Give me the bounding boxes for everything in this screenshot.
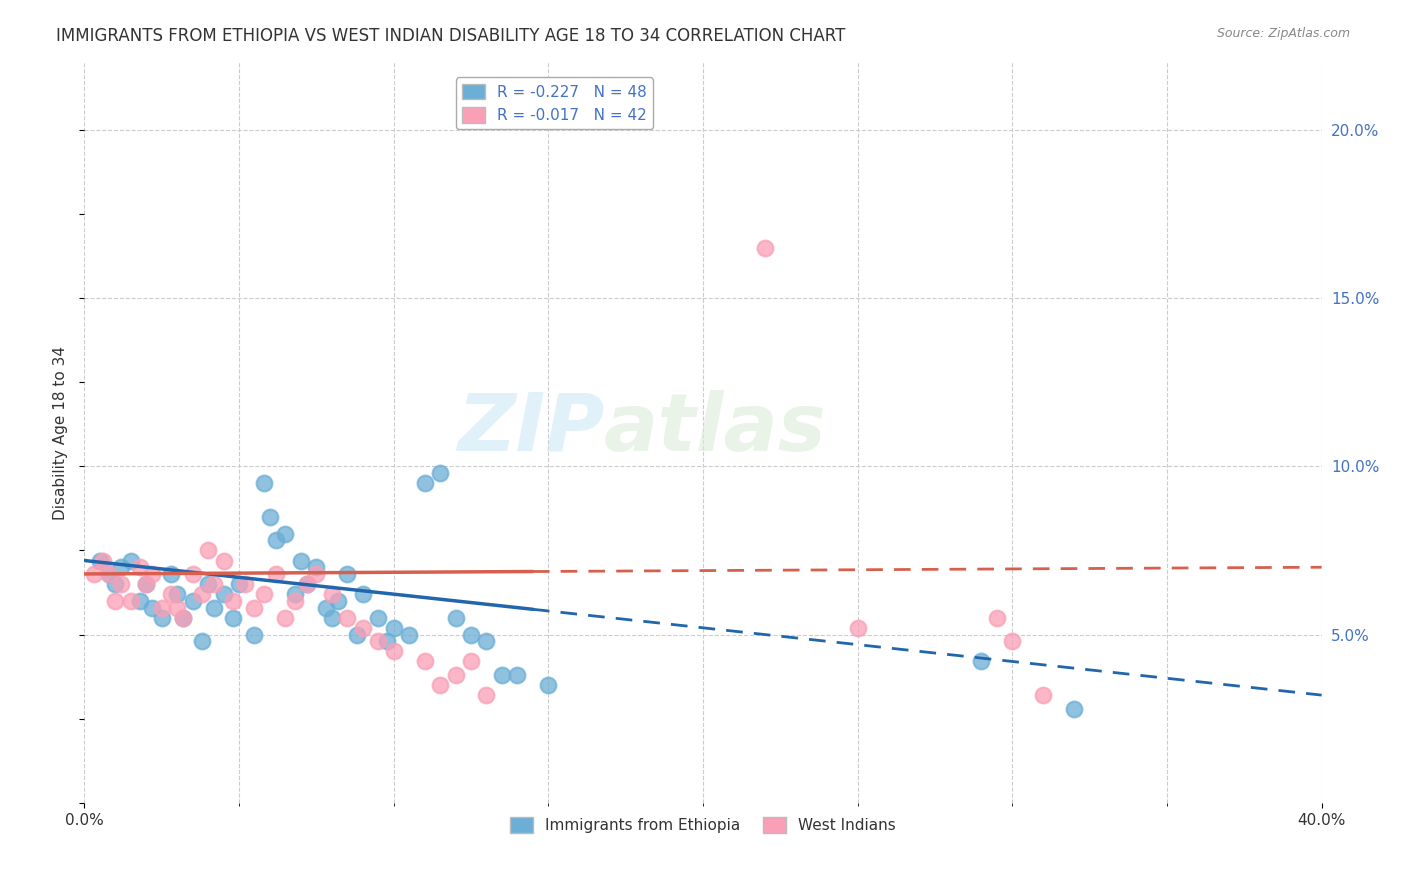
Point <box>129 560 152 574</box>
Point <box>352 621 374 635</box>
Point <box>491 668 513 682</box>
Point <box>846 621 869 635</box>
Text: ZIP: ZIP <box>457 390 605 468</box>
Point <box>98 566 121 581</box>
Point <box>135 577 157 591</box>
Point <box>243 627 266 641</box>
Point <box>326 594 349 608</box>
Point <box>212 587 235 601</box>
Point <box>228 577 250 591</box>
Point <box>382 644 405 658</box>
Point <box>259 509 281 524</box>
Point <box>243 600 266 615</box>
Point <box>429 678 451 692</box>
Point <box>367 634 389 648</box>
Point <box>166 600 188 615</box>
Point <box>135 577 157 591</box>
Point <box>253 587 276 601</box>
Point <box>413 655 436 669</box>
Point <box>191 634 214 648</box>
Point <box>160 587 183 601</box>
Point <box>110 560 132 574</box>
Point <box>120 553 142 567</box>
Point <box>537 678 560 692</box>
Point <box>506 668 529 682</box>
Point <box>160 566 183 581</box>
Legend: Immigrants from Ethiopia, West Indians: Immigrants from Ethiopia, West Indians <box>503 812 903 839</box>
Text: atlas: atlas <box>605 390 827 468</box>
Point <box>129 594 152 608</box>
Point <box>120 594 142 608</box>
Point <box>253 476 276 491</box>
Point <box>970 655 993 669</box>
Point <box>460 627 482 641</box>
Point <box>305 566 328 581</box>
Point <box>284 594 307 608</box>
Point <box>986 611 1008 625</box>
Text: IMMIGRANTS FROM ETHIOPIA VS WEST INDIAN DISABILITY AGE 18 TO 34 CORRELATION CHAR: IMMIGRANTS FROM ETHIOPIA VS WEST INDIAN … <box>56 27 845 45</box>
Point <box>150 611 173 625</box>
Point <box>444 668 467 682</box>
Point <box>110 577 132 591</box>
Point <box>475 688 498 702</box>
Point <box>212 553 235 567</box>
Point <box>104 594 127 608</box>
Point <box>166 587 188 601</box>
Point <box>264 533 287 548</box>
Point <box>398 627 420 641</box>
Point <box>141 566 163 581</box>
Point <box>197 577 219 591</box>
Point <box>172 611 194 625</box>
Point <box>1032 688 1054 702</box>
Point <box>274 526 297 541</box>
Point <box>295 577 318 591</box>
Point <box>754 240 776 255</box>
Point <box>197 543 219 558</box>
Point <box>172 611 194 625</box>
Point <box>336 566 359 581</box>
Point <box>352 587 374 601</box>
Point <box>475 634 498 648</box>
Point <box>305 560 328 574</box>
Point <box>382 621 405 635</box>
Point <box>290 553 312 567</box>
Point <box>104 577 127 591</box>
Point <box>181 594 204 608</box>
Point <box>274 611 297 625</box>
Y-axis label: Disability Age 18 to 34: Disability Age 18 to 34 <box>53 345 69 520</box>
Point <box>222 611 245 625</box>
Point <box>89 553 111 567</box>
Point <box>413 476 436 491</box>
Point <box>98 566 121 581</box>
Point <box>91 553 114 567</box>
Point <box>264 566 287 581</box>
Point <box>191 587 214 601</box>
Point <box>202 600 225 615</box>
Point <box>1001 634 1024 648</box>
Point <box>367 611 389 625</box>
Point <box>150 600 173 615</box>
Point <box>202 577 225 591</box>
Point <box>429 466 451 480</box>
Point <box>444 611 467 625</box>
Point <box>346 627 368 641</box>
Point <box>336 611 359 625</box>
Point <box>1063 701 1085 715</box>
Point <box>233 577 256 591</box>
Point <box>315 600 337 615</box>
Point <box>295 577 318 591</box>
Point <box>141 600 163 615</box>
Point <box>181 566 204 581</box>
Point <box>460 655 482 669</box>
Point <box>284 587 307 601</box>
Point <box>321 587 343 601</box>
Point <box>321 611 343 625</box>
Point <box>377 634 399 648</box>
Text: Source: ZipAtlas.com: Source: ZipAtlas.com <box>1216 27 1350 40</box>
Point <box>83 566 105 581</box>
Point <box>222 594 245 608</box>
